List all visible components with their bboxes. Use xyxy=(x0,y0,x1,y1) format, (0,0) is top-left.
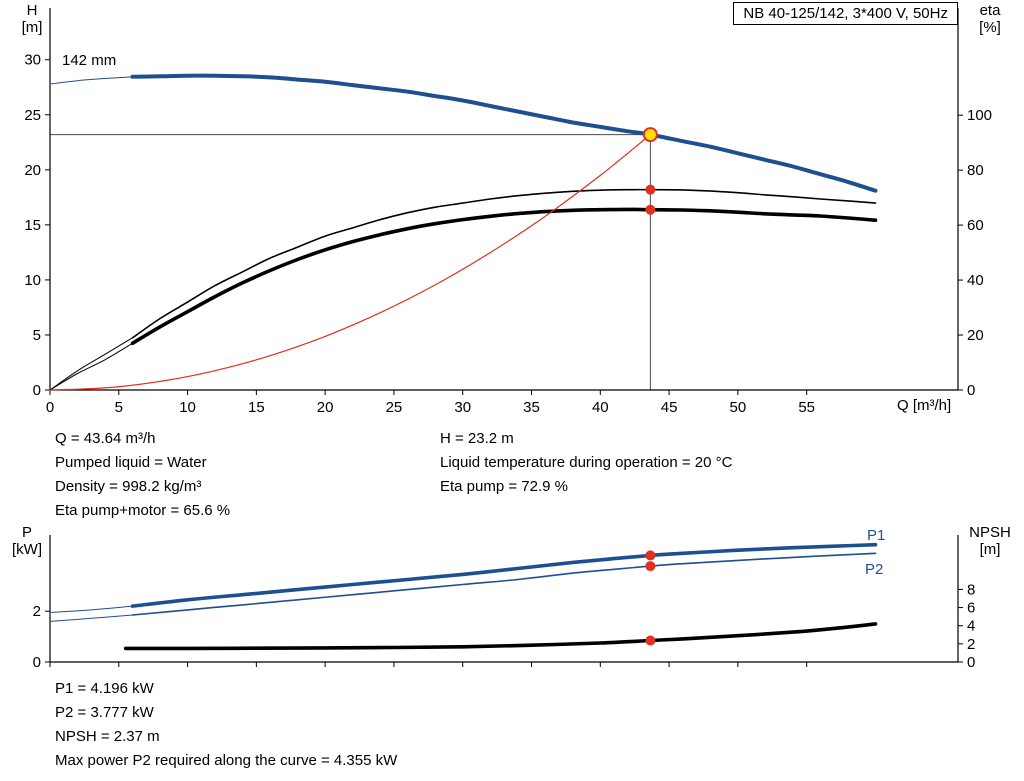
x-tick-label: 0 xyxy=(46,399,54,416)
x-tick-label: 25 xyxy=(386,399,403,416)
duty-annotations-right: H = 23.2 m Liquid temperature during ope… xyxy=(440,430,732,502)
power-annotations: P1 = 4.196 kW P2 = 3.777 kW NPSH = 2.37 … xyxy=(55,680,397,776)
head-curve-142mm-lead xyxy=(49,76,133,85)
h-axis-label-unit: [m] xyxy=(21,19,43,36)
y-left-tick-label: 15 xyxy=(24,217,41,234)
y-left-tick-label: 25 xyxy=(24,107,41,124)
p2-curve-label: P2 xyxy=(865,561,884,578)
head-curve-142mm xyxy=(130,73,878,193)
eta-axis-label: eta [%] xyxy=(969,2,1011,36)
h-axis-label-symbol: H xyxy=(26,2,38,19)
npsh-axis-label: NPSH [m] xyxy=(962,524,1018,558)
y-right-tick-label: 80 xyxy=(967,162,984,179)
y-right-tick-label: 0 xyxy=(967,654,975,671)
eta-axis-label-symbol: eta xyxy=(979,2,1001,19)
p-axis-label-unit: [kW] xyxy=(12,541,42,558)
eta-pump-point xyxy=(645,184,656,195)
annotation-q: Q = 43.64 m³/h xyxy=(55,430,156,447)
p1-curve-lead xyxy=(49,605,133,613)
x-tick-label: 45 xyxy=(661,399,678,416)
y-left-tick-label: 10 xyxy=(24,272,41,289)
h-axis-label: H [m] xyxy=(14,2,50,36)
y-left-tick-label: 2 xyxy=(33,603,41,620)
impeller-diameter-label: 142 mm xyxy=(62,52,117,69)
y-right-tick-label: 6 xyxy=(967,600,975,617)
p1-curve-label: P1 xyxy=(867,527,886,544)
y-right-tick-label: 8 xyxy=(967,581,975,598)
x-tick-label: 50 xyxy=(730,399,747,416)
x-tick-label: 55 xyxy=(798,399,815,416)
y-left-tick-label: 30 xyxy=(24,52,41,69)
p2-curve-lead xyxy=(49,614,133,622)
y-right-tick-label: 60 xyxy=(967,217,984,234)
y-right-tick-label: 2 xyxy=(967,636,975,653)
y-right-tick-label: 20 xyxy=(967,327,984,344)
y-left-tick-label: 20 xyxy=(24,162,41,179)
y-right-tick-label: 0 xyxy=(967,382,975,399)
y-right-tick-label: 40 xyxy=(967,272,984,289)
p-axis-label: P [kW] xyxy=(6,524,48,558)
eta-pump-motor xyxy=(130,207,878,346)
eta-pump-motor-point xyxy=(645,204,656,215)
annotation-max-power: Max power P2 required along the curve = … xyxy=(55,752,398,769)
annotation-h: H = 23.2 m xyxy=(440,430,514,447)
annotation-p2: P2 = 3.777 kW xyxy=(55,704,154,721)
annotation-npsh: NPSH = 2.37 m xyxy=(55,728,160,745)
y-right-tick-label: 4 xyxy=(967,618,975,635)
system-curve xyxy=(49,134,651,391)
p1-point xyxy=(645,550,656,561)
annotation-liquid-temperature: Liquid temperature during operation = 20… xyxy=(440,454,733,471)
annotation-pumped-liquid: Pumped liquid = Water xyxy=(55,454,207,471)
y-left-tick-label: 0 xyxy=(33,382,41,399)
annotation-eta-pump-motor: Eta pump+motor = 65.6 % xyxy=(55,502,231,519)
npsh-curve xyxy=(123,622,878,651)
eta-pump-lead xyxy=(49,337,133,391)
x-tick-label: 30 xyxy=(454,399,471,416)
x-tick-label: 10 xyxy=(179,399,196,416)
annotation-density: Density = 998.2 kg/m³ xyxy=(55,478,202,495)
duty-annotations-left: Q = 43.64 m³/h Pumped liquid = Water Den… xyxy=(55,430,230,526)
npsh-axis-label-symbol: NPSH xyxy=(969,524,1011,541)
eta-axis-label-unit: [%] xyxy=(979,19,1001,36)
y-right-tick-label: 100 xyxy=(967,107,992,124)
x-tick-label: 40 xyxy=(592,399,609,416)
duty-point xyxy=(642,127,658,143)
y-left-tick-label: 0 xyxy=(33,654,41,671)
p-axis-label-symbol: P xyxy=(21,524,32,541)
p1-curve xyxy=(130,542,878,608)
p2-point xyxy=(645,561,656,572)
y-left-tick-label: 5 xyxy=(33,327,41,344)
x-tick-label: 15 xyxy=(248,399,265,416)
pump-title-box: NB 40-125/142, 3*400 V, 50Hz xyxy=(733,2,958,25)
q-axis-label: Q [m³/h] xyxy=(897,397,952,414)
annotation-p1: P1 = 4.196 kW xyxy=(55,680,154,697)
npsh-axis-label-unit: [m] xyxy=(979,541,1001,558)
x-tick-label: 5 xyxy=(115,399,123,416)
npsh-point xyxy=(645,635,656,646)
annotation-eta-pump: Eta pump = 72.9 % xyxy=(440,478,568,495)
eta-pump xyxy=(131,188,877,339)
p2-curve xyxy=(131,552,877,616)
x-tick-label: 35 xyxy=(523,399,540,416)
eta-pump-motor-lead xyxy=(49,342,133,391)
x-tick-label: 20 xyxy=(317,399,334,416)
